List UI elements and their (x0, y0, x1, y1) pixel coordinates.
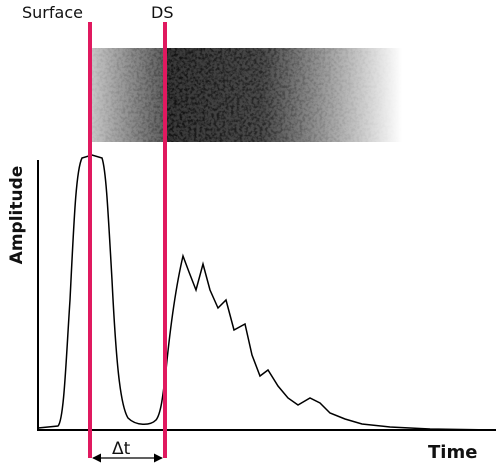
x-axis-label: Time (428, 442, 477, 463)
surface-label: Surface (22, 3, 83, 22)
texture-band (90, 48, 402, 142)
ds-label: DS (151, 3, 173, 22)
signal-curve (37, 154, 496, 431)
y-axis-label: Amplitude (7, 166, 27, 265)
interval-label: Δt (112, 439, 131, 459)
